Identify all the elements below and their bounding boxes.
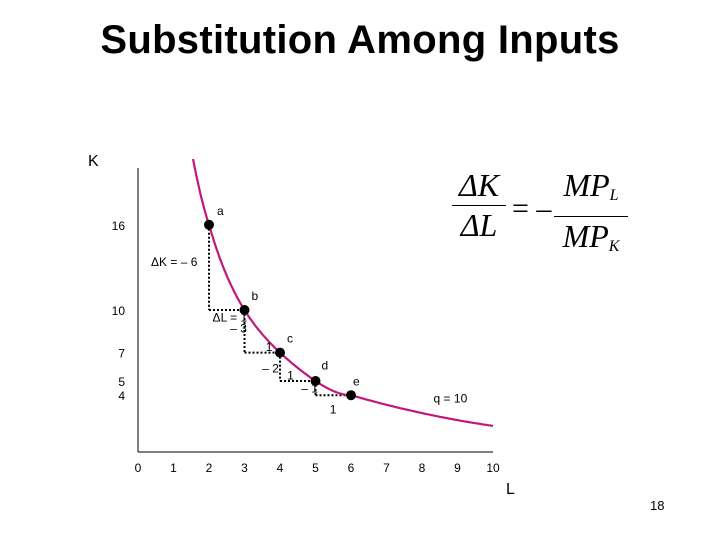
lhs-fraction: ΔK ΔL <box>452 168 506 242</box>
point-c <box>275 347 285 358</box>
lhs-fraction-bar <box>452 205 506 206</box>
y-tick-label: 10 <box>112 304 126 318</box>
delta-k-label: – 2 <box>262 361 279 375</box>
x-tick-label: 6 <box>348 461 355 475</box>
x-tick-label: 3 <box>241 461 248 475</box>
point-d <box>310 376 321 386</box>
delta-k-label: – 1 <box>301 381 318 395</box>
lhs-denominator: ΔL <box>460 207 498 243</box>
rhs-denominator: MPK <box>554 219 628 264</box>
mrts-formula: ΔK ΔL = – MPL MPK <box>452 168 632 258</box>
y-tick-label: 16 <box>112 219 126 233</box>
delta-l-label: 1 <box>330 403 337 417</box>
y-tick-label: 5 <box>118 375 125 389</box>
x-tick-label: 5 <box>312 461 319 475</box>
point-label: d <box>322 359 329 373</box>
point-e <box>346 390 356 401</box>
point-b <box>239 305 250 315</box>
y-tick-label: 7 <box>118 347 125 361</box>
rhs-denominator-sub: K <box>608 238 620 255</box>
x-tick-label: 7 <box>383 461 390 475</box>
curve-label: q = 10 <box>434 391 468 405</box>
rhs-numerator: MPL <box>554 168 628 213</box>
isoquant-curve <box>191 158 494 427</box>
point-label: e <box>353 374 360 388</box>
delta-k-label: ΔK = – 6 <box>151 255 198 269</box>
point-a <box>204 219 214 230</box>
x-tick-label: 0 <box>135 461 142 475</box>
point-label: c <box>287 332 293 346</box>
x-tick-label: 2 <box>206 461 213 475</box>
delta-l-label: 1 <box>266 340 273 354</box>
slide-title: Substitution Among Inputs <box>100 18 620 62</box>
isoquant-curve-group <box>191 158 494 427</box>
point-label: a <box>217 204 224 218</box>
rhs-numerator-text: MP <box>563 167 610 203</box>
rhs-denominator-text: MP <box>562 218 609 254</box>
points <box>204 219 356 401</box>
x-tick-label: 9 <box>454 461 461 475</box>
rhs-fraction-bar <box>554 216 628 217</box>
labels: q = 10 ΔK = – 6 ΔL = 1– 3 1 – 2 1 – 1 1 a b c d e <box>151 204 468 417</box>
y-axis-label: K <box>88 153 99 170</box>
x-tick-label: 8 <box>419 461 426 475</box>
x-tick-label: 10 <box>486 461 500 475</box>
x-tick-label: 4 <box>277 461 284 475</box>
point-label: b <box>252 289 259 303</box>
delta-l-label: ΔL = 1 <box>213 310 248 324</box>
x-axis-label: L <box>506 481 515 498</box>
delta-l-label: 1 <box>287 369 294 383</box>
x-tick-label: 1 <box>170 461 177 475</box>
rhs-fraction: MPL MPK <box>554 168 628 264</box>
lhs-numerator: ΔK <box>458 167 500 203</box>
slide-number: 18 <box>650 498 665 513</box>
delta-k-label: – 3 <box>230 322 247 336</box>
equals-minus: = – <box>512 192 552 225</box>
y-tick-label: 4 <box>118 389 125 403</box>
rhs-numerator-sub: L <box>609 187 619 204</box>
